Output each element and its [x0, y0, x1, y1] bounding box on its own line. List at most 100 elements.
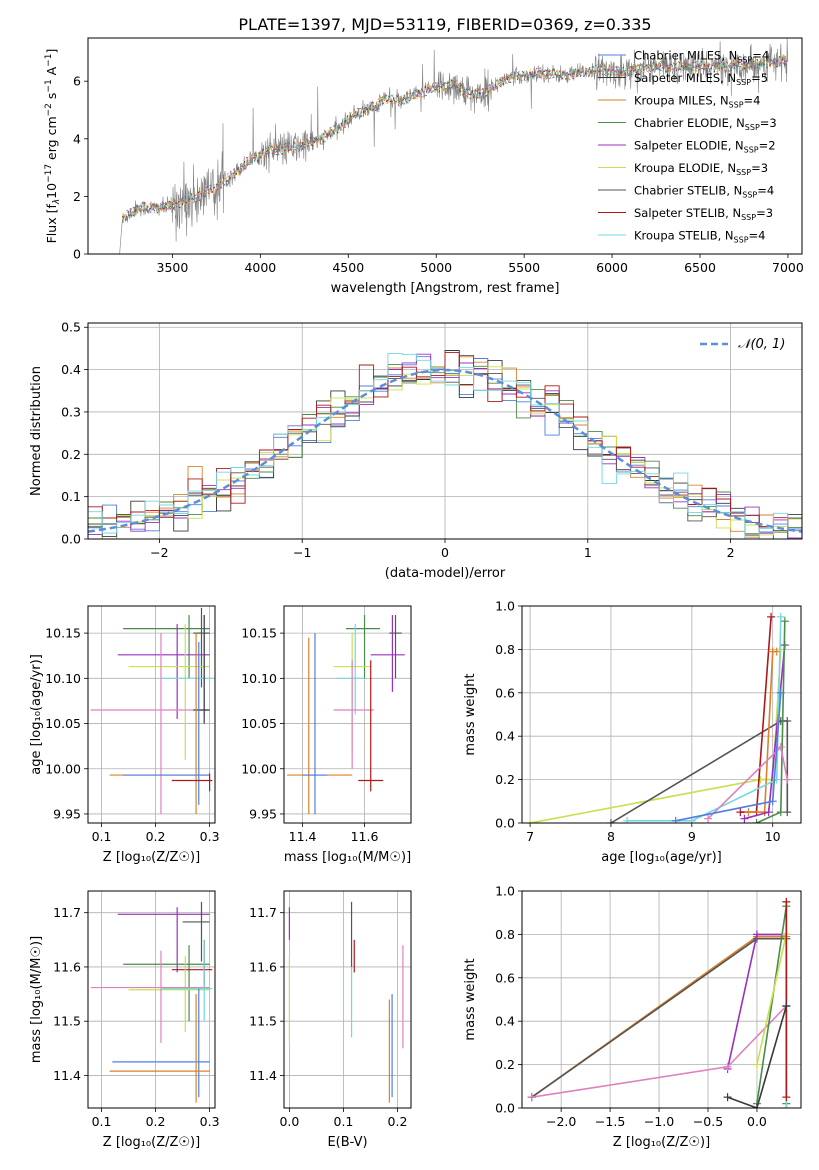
axes-frame [87, 322, 803, 540]
spectrum-model-chabrier-elodie [121, 57, 788, 223]
y-tick-label: 11.4 [249, 1068, 277, 1083]
y-axis-label-part: A [44, 66, 59, 79]
legend-entry-tail: =5 [751, 71, 768, 85]
y-tick-label: 0 [73, 247, 81, 262]
axes-frame [283, 890, 412, 1109]
x-tick-label: −1.5 [595, 1114, 625, 1129]
y-tick-label: 0.0 [61, 532, 81, 547]
x-axis-label: E(B-V) [327, 1135, 367, 1150]
normal-curve [88, 368, 802, 533]
y-tick-label: 0.4 [495, 1014, 515, 1029]
legend-entry-label: Chabrier ELODIE, N [634, 116, 745, 130]
legend-entry-label: Kroupa MILES, N [634, 94, 729, 108]
y-axis-label-part: λ [52, 199, 62, 205]
x-tick-label: 0.2 [388, 1114, 408, 1129]
weight-series-line [727, 1005, 788, 1108]
y-axis-label-part: erg cm [44, 116, 59, 164]
y-tick-label: 0.0 [495, 816, 515, 831]
x-axis-label: Z [log₁₀(Z/Z☉)] [613, 1135, 710, 1150]
y-tick-label: 6 [73, 74, 81, 89]
weight-series-line [627, 616, 782, 822]
y-tick-label: 1.0 [495, 884, 515, 899]
x-tick-label: 0.1 [92, 829, 112, 844]
y-tick-label: 1.0 [495, 599, 515, 614]
y-tick-label: 0.6 [495, 685, 515, 700]
legend-entry-tail: =4 [744, 94, 761, 108]
spectrum-legend: Chabrier MILES, NSSP=4 Salpeter MILES, NS… [598, 49, 777, 245]
y-axis-label: Normed distribution [29, 366, 44, 496]
y-tick-label: 0.2 [61, 447, 81, 462]
x-tick-label: −2 [150, 545, 168, 560]
x-tick-label: 0.1 [92, 1114, 112, 1129]
y-tick-label: 0.1 [61, 489, 81, 504]
legend-entry: Chabrier MILES, NSSP=4 [634, 49, 769, 65]
x-tick-label: −0.5 [693, 1114, 723, 1129]
axes-frame [87, 890, 216, 1109]
x-tick-label: 4500 [332, 260, 364, 275]
x-tick-label: 0 [441, 545, 449, 560]
y-axis-label: mass weight [463, 673, 478, 755]
y-tick-label: 11.4 [53, 1068, 81, 1083]
y-tick-label: 0.8 [495, 927, 515, 942]
spectrum-model-salpeter-stelib [121, 56, 788, 221]
x-axis-label: (data-model)/error [385, 566, 506, 581]
mass-vs-z-panel: 0.1 0.2 0.3 11.4 11.5 11.6 11.7 Z [log₁₀(Z/Z☉)]… [29, 890, 220, 1150]
y-tick-label: 11.6 [53, 959, 81, 974]
y-tick-label: 0.6 [495, 970, 515, 985]
histogram-kroupa-stelib [88, 352, 802, 539]
y-tick-label: 10.15 [45, 626, 81, 641]
x-axis-label: age [log₁₀(age/yr)] [601, 850, 722, 865]
legend-entry-sub: SSP [729, 101, 744, 110]
figure-title: PLATE=1397, MJD=53119, FIBERID=0369, z=0… [238, 15, 651, 34]
y-tick-label: 11.7 [53, 905, 81, 920]
x-tick-label: 6500 [684, 260, 716, 275]
legend-entry-tail: =4 [757, 184, 774, 198]
x-tick-label: 9 [688, 829, 696, 844]
legend-entry: Kroupa ELODIE, NSSP=3 [634, 161, 768, 177]
spectrum-model-kroupa-elodie [121, 55, 788, 217]
legend-entry: Salpeter MILES, NSSP=5 [634, 71, 768, 87]
mass-vs-ebv-panel: 0.0 0.1 0.2 11.4 11.5 11.6 11.7 E(B-V) [249, 890, 412, 1150]
legend-entry: Salpeter ELODIE, NSSP=2 [634, 139, 776, 155]
y-tick-label: 2 [73, 189, 81, 204]
x-tick-label: 0.2 [146, 829, 166, 844]
y-tick-label: 9.95 [53, 806, 81, 821]
y-axis-label-part: −17 [44, 164, 54, 183]
y-tick-label: 0.4 [495, 729, 515, 744]
legend-entry-tail: =2 [759, 139, 776, 153]
y-axis-label-part: s [44, 93, 59, 104]
x-axis-label: Z [log₁₀(Z/Z☉)] [103, 850, 200, 865]
x-tick-label: 2 [727, 545, 735, 560]
legend-entry: Kroupa MILES, NSSP=4 [634, 94, 760, 110]
y-tick-label: 0.0 [495, 1101, 515, 1116]
y-axis-label-part: 10 [44, 183, 59, 199]
legend-entry-sub: SSP [741, 213, 756, 222]
plot-area [287, 615, 405, 814]
y-tick-label: 9.95 [249, 806, 277, 821]
legend-entry-sub: SSP [734, 236, 749, 245]
axes-frame [87, 37, 803, 255]
y-tick-label: 11.6 [249, 959, 277, 974]
legend-entry-tail: =3 [756, 206, 773, 220]
y-tick-label: 10.05 [241, 716, 277, 731]
y-axis-label-part: ] [44, 49, 59, 54]
plot-area [88, 350, 802, 539]
plot-area [119, 38, 789, 254]
legend-entry-sub: SSP [736, 168, 751, 177]
plot-area [527, 897, 791, 1108]
legend-entry-label: Salpeter STELIB, N [634, 206, 741, 220]
y-tick-label: 4 [73, 131, 81, 146]
legend-entry-sub: SSP [736, 78, 751, 87]
y-tick-label: 11.5 [53, 1014, 81, 1029]
x-tick-label: −1.0 [644, 1114, 674, 1129]
legend-entry-sub: SSP [737, 56, 752, 65]
spectrum-model-salpeter-elodie [122, 57, 788, 221]
x-tick-label: 5500 [508, 260, 540, 275]
x-tick-label: 0.2 [146, 1114, 166, 1129]
x-axis-label: wavelength [Angstrom, rest frame] [331, 281, 560, 296]
y-axis-label: mass weight [463, 958, 478, 1040]
y-axis-label-part: −2 [44, 103, 54, 116]
x-tick-label: 0.1 [334, 1114, 354, 1129]
x-tick-label: 10 [765, 829, 781, 844]
y-tick-label: 11.7 [249, 905, 277, 920]
